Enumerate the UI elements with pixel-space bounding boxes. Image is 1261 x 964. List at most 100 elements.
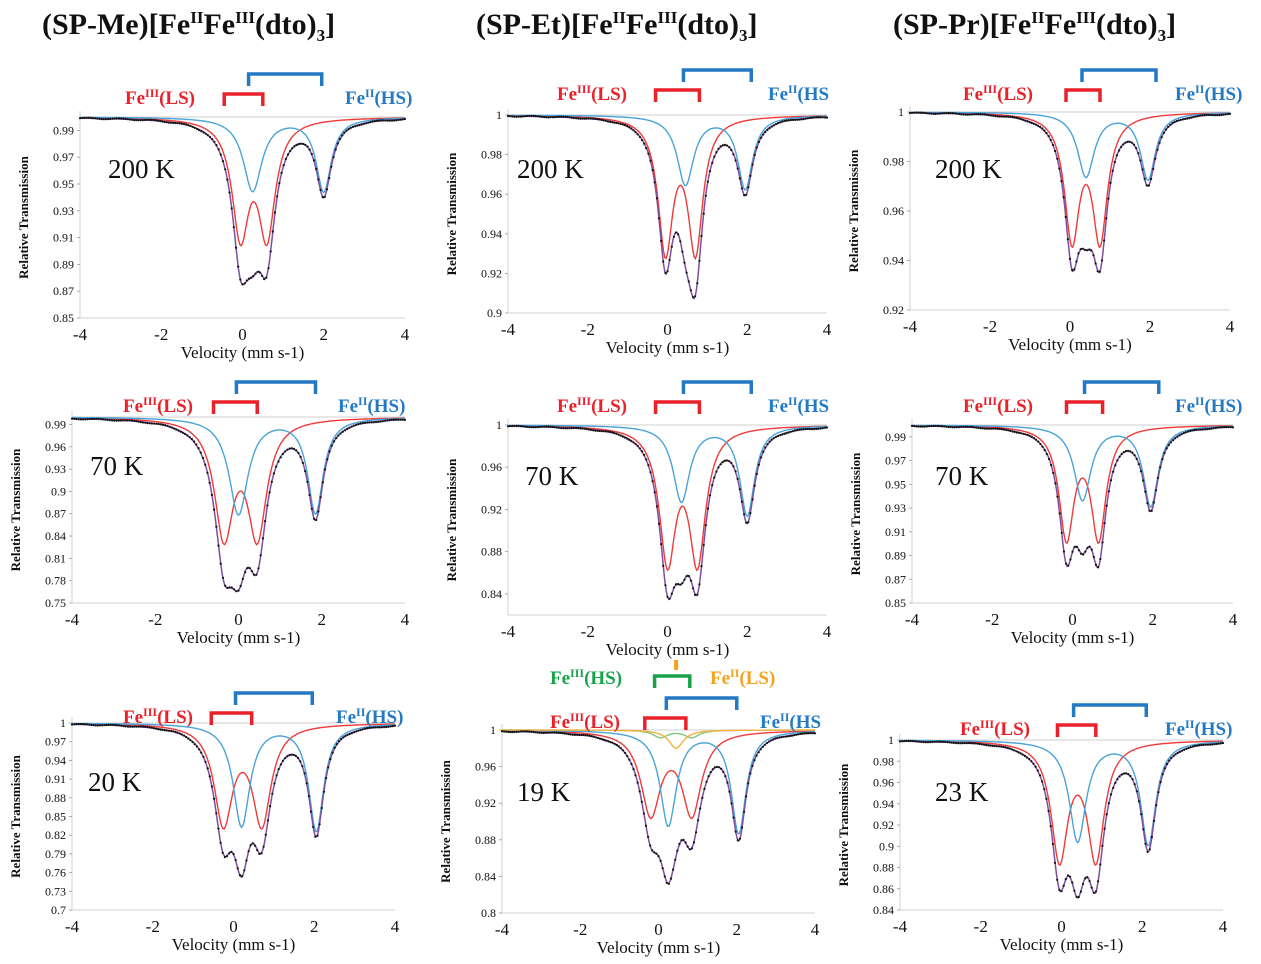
data-point: [223, 856, 226, 859]
data-point: [700, 565, 703, 568]
data-point: [133, 119, 136, 122]
data-point: [526, 114, 529, 118]
data-point: [306, 145, 309, 148]
data-point: [1191, 745, 1194, 748]
data-point: [1103, 522, 1106, 525]
data-point: [730, 461, 733, 465]
data-point: [796, 428, 799, 432]
data-point: [316, 834, 319, 837]
data-point: [137, 119, 140, 122]
data-point: [1073, 268, 1076, 271]
data-point: [1038, 774, 1042, 777]
data-point: [189, 739, 192, 742]
data-point: [649, 471, 652, 474]
data-point: [985, 113, 988, 116]
y-tick-label: 0.91: [885, 525, 906, 539]
data-point: [651, 480, 654, 483]
data-point: [549, 425, 552, 428]
data-point: [165, 121, 168, 124]
data-point: [1218, 114, 1221, 117]
data-point: [200, 751, 203, 754]
data-point: [738, 177, 741, 180]
data-point: [129, 725, 132, 728]
data-point: [1204, 743, 1207, 746]
data-point: [204, 463, 207, 466]
data-point: [503, 730, 506, 733]
data-point: [185, 735, 188, 739]
x-axis-label: Velocity (mm s-1): [597, 938, 721, 957]
data-point: [1152, 167, 1155, 171]
data-point: [766, 128, 769, 131]
data-point: [534, 731, 537, 734]
data-point: [772, 124, 775, 127]
data-point: [515, 115, 518, 118]
data-point: [961, 742, 964, 745]
data-point: [86, 418, 89, 421]
data-point: [578, 733, 581, 737]
data-point: [666, 595, 669, 598]
data-point: [1202, 743, 1205, 746]
data-point: [261, 537, 264, 540]
data-point: [328, 177, 331, 180]
data-point: [653, 491, 656, 494]
data-point: [1131, 451, 1134, 454]
data-point: [806, 427, 809, 431]
data-point: [728, 790, 731, 793]
data-point: [1226, 113, 1229, 116]
data-point: [1178, 434, 1181, 437]
data-point: [180, 122, 183, 125]
component-curve-fe-iii-ls-: [80, 117, 406, 247]
data-point: [677, 233, 680, 236]
data-point: [141, 119, 144, 122]
data-point: [657, 855, 660, 858]
data-point: [349, 126, 352, 129]
data-point: [381, 420, 384, 423]
data-point: [403, 117, 407, 121]
data-point: [1032, 762, 1035, 765]
data-point: [825, 426, 829, 429]
data-point: [235, 590, 238, 593]
data-point: [938, 112, 941, 115]
data-point: [328, 450, 331, 453]
data-point: [1163, 767, 1166, 770]
data-point: [1122, 451, 1125, 454]
data-point: [626, 754, 629, 758]
data-point: [1086, 249, 1089, 252]
data-point: [351, 125, 355, 128]
data-point: [721, 461, 724, 464]
data-point: [213, 797, 216, 800]
data-point: [1100, 259, 1104, 262]
data-point: [1162, 131, 1165, 134]
data-point: [677, 582, 680, 586]
data-point: [1188, 117, 1191, 120]
data-point: [1172, 439, 1175, 442]
data-point: [395, 418, 398, 421]
data-point: [772, 738, 775, 741]
data-point: [580, 733, 583, 737]
data-point: [821, 116, 824, 119]
data-point: [1137, 800, 1141, 803]
data-point: [401, 418, 404, 421]
data-point: [619, 434, 622, 437]
data-point: [135, 725, 138, 728]
data-point: [660, 543, 663, 546]
temperature-label: 23 K: [935, 777, 989, 807]
data-point: [105, 723, 108, 727]
data-point: [974, 742, 977, 745]
data-point: [341, 430, 344, 433]
data-point: [1026, 120, 1029, 123]
legend-fe3-ls: FeIII(LS): [123, 705, 193, 728]
data-point: [174, 121, 177, 125]
data-point: [208, 775, 211, 778]
data-point: [1077, 252, 1080, 255]
data-point: [667, 882, 670, 885]
total-fit-curve: [910, 112, 1230, 274]
data-point: [573, 733, 577, 736]
data-point: [753, 484, 756, 487]
data-point: [1137, 152, 1140, 155]
data-point: [310, 152, 313, 156]
data-point: [211, 138, 214, 141]
data-point: [1203, 113, 1206, 117]
data-point: [368, 421, 371, 424]
